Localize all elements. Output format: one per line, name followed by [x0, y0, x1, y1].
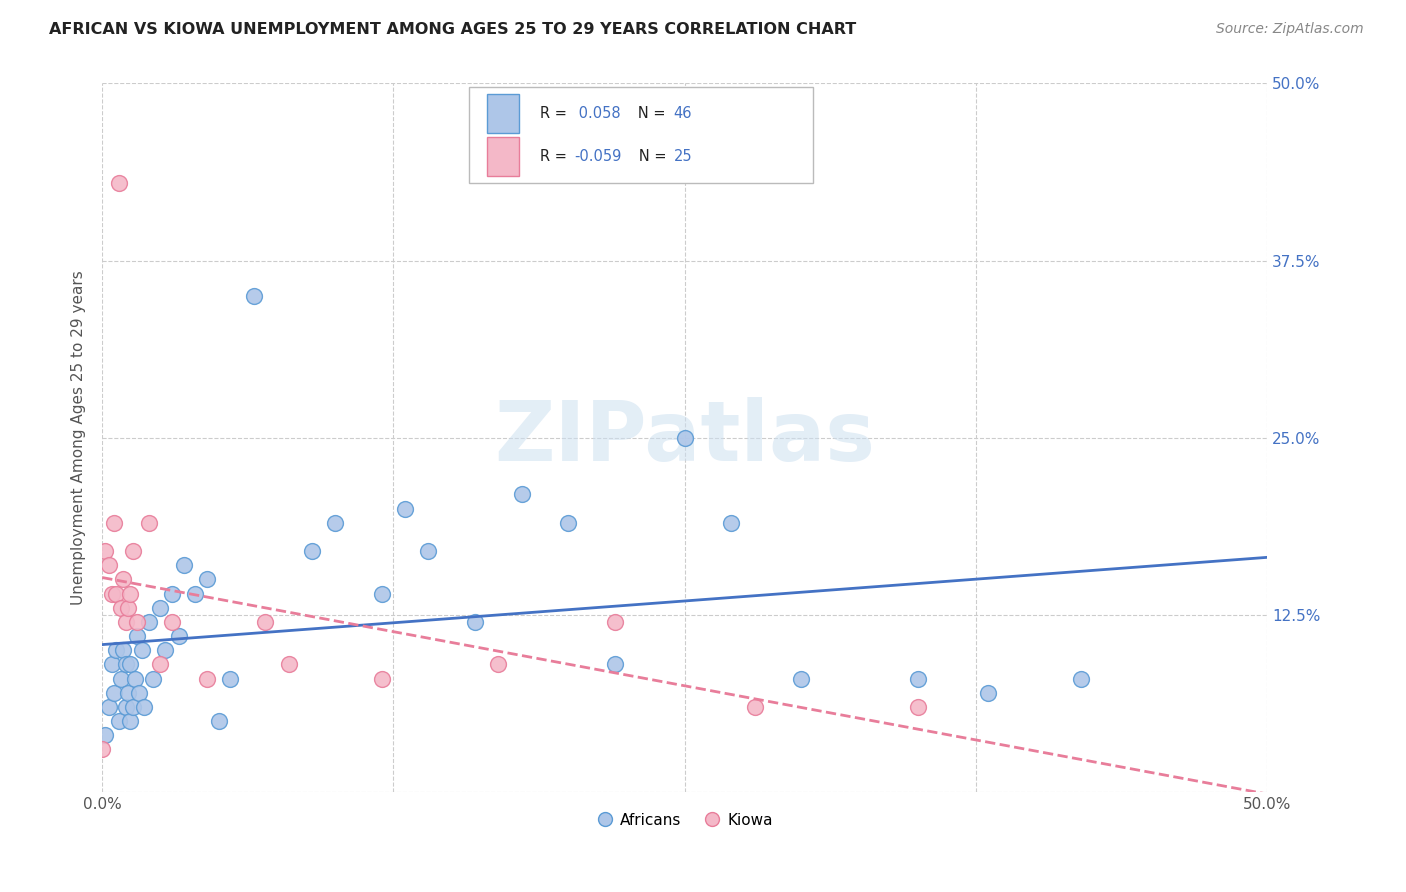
Point	[103, 516, 125, 530]
Point	[510, 487, 533, 501]
Point	[110, 600, 132, 615]
Point	[105, 586, 128, 600]
Point	[907, 672, 929, 686]
Point	[184, 586, 207, 600]
Point	[153, 643, 176, 657]
Point	[195, 672, 218, 686]
Y-axis label: Unemployment Among Ages 25 to 29 years: Unemployment Among Ages 25 to 29 years	[72, 270, 86, 605]
Text: R =: R =	[540, 149, 572, 164]
Point	[142, 672, 165, 686]
Legend: Africans, Kiowa: Africans, Kiowa	[591, 806, 779, 834]
Point	[149, 657, 172, 672]
Point	[242, 289, 264, 303]
Point	[301, 544, 323, 558]
FancyBboxPatch shape	[486, 137, 519, 176]
Text: AFRICAN VS KIOWA UNEMPLOYMENT AMONG AGES 25 TO 29 YEARS CORRELATION CHART: AFRICAN VS KIOWA UNEMPLOYMENT AMONG AGES…	[49, 22, 856, 37]
Text: 25: 25	[673, 149, 693, 164]
Point	[371, 672, 394, 686]
Point	[120, 714, 142, 728]
Point	[93, 728, 115, 742]
Text: 0.058: 0.058	[574, 106, 620, 121]
Point	[114, 615, 136, 629]
Point	[1070, 672, 1092, 686]
Point	[167, 629, 190, 643]
Point	[173, 558, 195, 573]
Point	[790, 672, 813, 686]
Point	[105, 643, 128, 657]
Point	[323, 516, 346, 530]
Point	[195, 573, 218, 587]
FancyBboxPatch shape	[486, 95, 519, 134]
Point	[112, 573, 135, 587]
Point	[394, 501, 416, 516]
Point	[254, 615, 277, 629]
Point	[603, 657, 626, 672]
Text: N =: N =	[624, 106, 671, 121]
Text: ZIPatlas: ZIPatlas	[495, 397, 876, 478]
Point	[127, 615, 149, 629]
Point	[114, 700, 136, 714]
Point	[114, 657, 136, 672]
Point	[128, 686, 150, 700]
Point	[107, 714, 129, 728]
Point	[149, 600, 172, 615]
Point	[100, 657, 122, 672]
Point	[160, 615, 183, 629]
Point	[117, 600, 139, 615]
FancyBboxPatch shape	[470, 87, 813, 183]
Point	[107, 176, 129, 190]
Point	[557, 516, 579, 530]
Text: Source: ZipAtlas.com: Source: ZipAtlas.com	[1216, 22, 1364, 37]
Point	[134, 700, 156, 714]
Point	[93, 544, 115, 558]
Point	[464, 615, 486, 629]
Text: R =: R =	[540, 106, 572, 121]
Point	[907, 700, 929, 714]
Point	[138, 615, 160, 629]
Point	[976, 686, 998, 700]
Point	[121, 544, 143, 558]
Point	[112, 643, 135, 657]
Text: 46: 46	[673, 106, 692, 121]
Point	[371, 586, 394, 600]
Point	[98, 700, 121, 714]
Point	[103, 686, 125, 700]
Text: -0.059: -0.059	[574, 149, 621, 164]
Point	[120, 657, 142, 672]
Point	[131, 643, 153, 657]
Point	[603, 615, 626, 629]
Point	[277, 657, 299, 672]
Point	[138, 516, 160, 530]
Point	[219, 672, 242, 686]
Point	[208, 714, 231, 728]
Point	[100, 586, 122, 600]
Point	[91, 742, 114, 756]
Point	[120, 586, 142, 600]
Point	[744, 700, 766, 714]
Point	[121, 700, 143, 714]
Point	[720, 516, 742, 530]
Text: N =: N =	[624, 149, 671, 164]
Point	[673, 431, 696, 445]
Point	[160, 586, 183, 600]
Point	[124, 672, 146, 686]
Point	[110, 672, 132, 686]
Point	[418, 544, 440, 558]
Point	[98, 558, 121, 573]
Point	[117, 686, 139, 700]
Point	[127, 629, 149, 643]
Point	[486, 657, 509, 672]
